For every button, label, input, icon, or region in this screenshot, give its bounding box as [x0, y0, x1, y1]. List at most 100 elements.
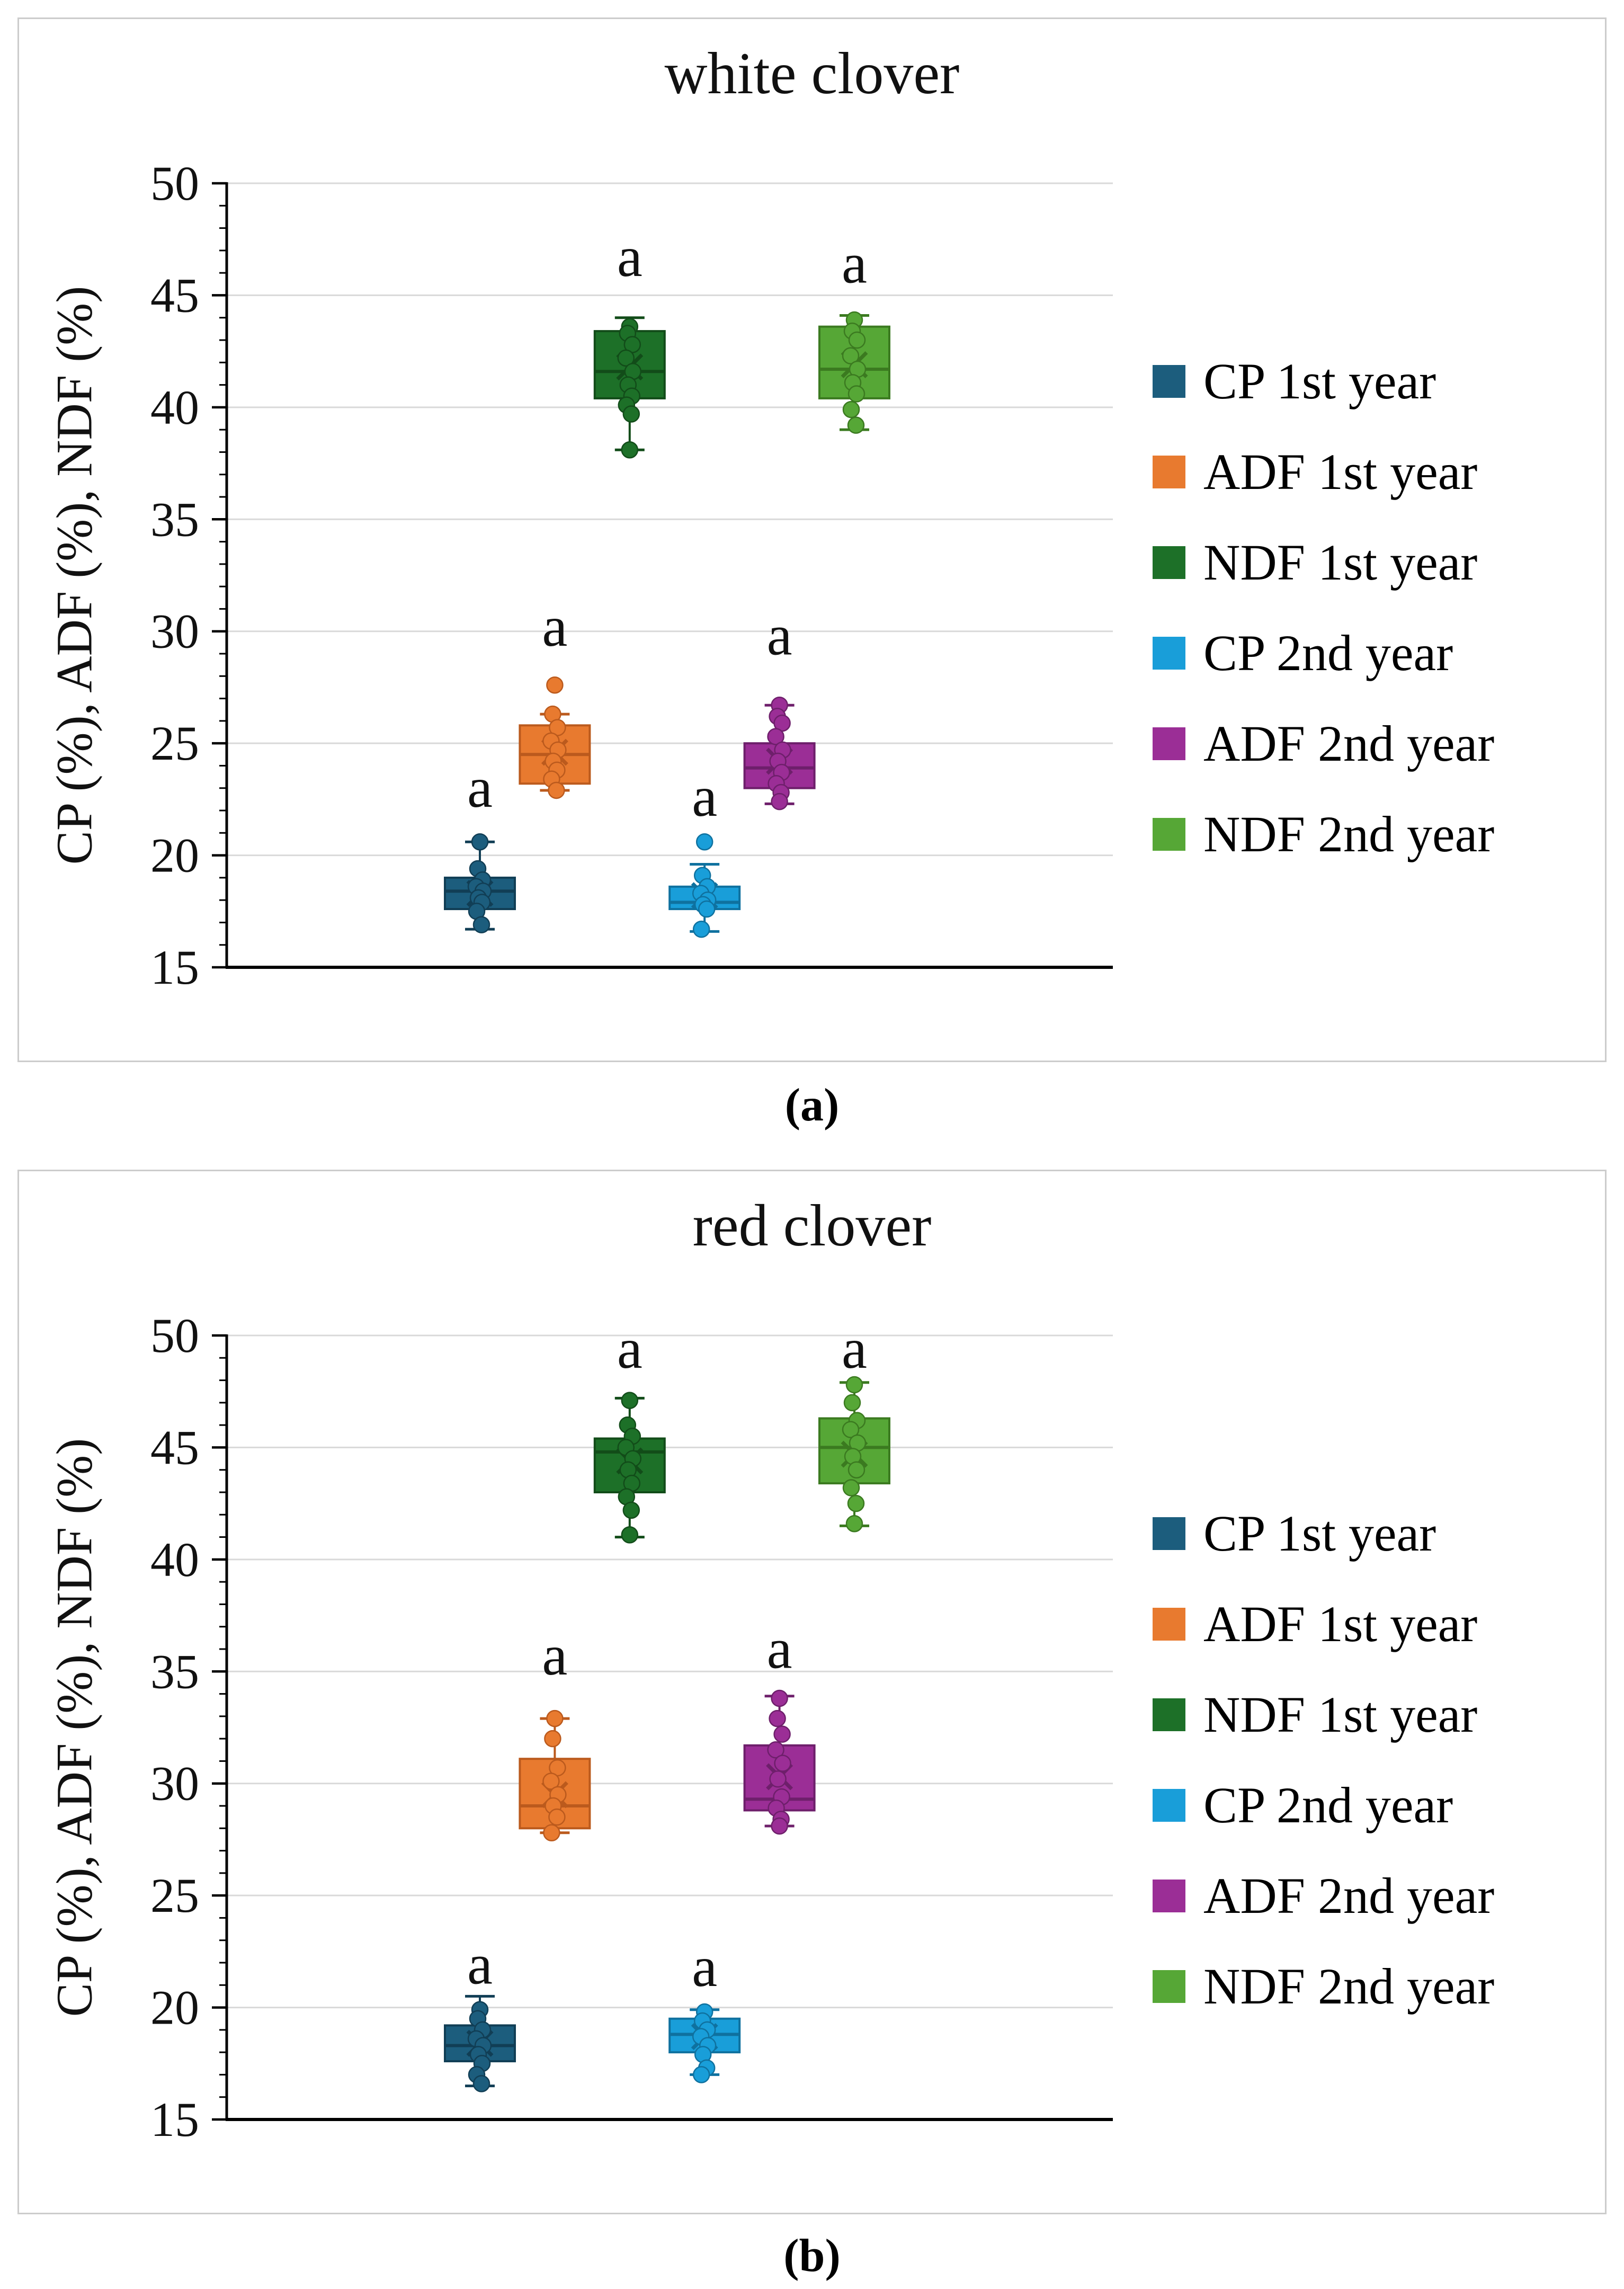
data-point: [845, 1515, 863, 1533]
sig-letter: a: [542, 1624, 567, 1687]
sig-letter: a: [842, 233, 867, 296]
box-adf-1st-year: a: [519, 1624, 591, 1841]
data-point: [548, 1808, 566, 1826]
boxplot-red-clover: 15 20 25 30 35 40 45 50 CP (%), ADF (%), NDF (%)…: [46, 1308, 1113, 2147]
legend-label: NDF 2nd year: [1203, 806, 1495, 862]
caption-b: (b): [783, 2230, 841, 2282]
data-point: [692, 2066, 710, 2083]
data-point: [842, 400, 860, 418]
data-point: [845, 1376, 863, 1394]
data-point: [542, 1773, 560, 1790]
box-cp-1st-year: a: [444, 1934, 516, 2092]
box-cp-2nd-year: a: [668, 765, 741, 938]
legend-label: CP 2nd year: [1203, 1777, 1453, 1833]
sig-letter: a: [542, 595, 567, 658]
sig-letter: a: [467, 1934, 493, 1997]
data-point: [695, 833, 713, 851]
sig-letter: a: [467, 756, 493, 820]
box-cp-1st-year: a: [444, 756, 516, 933]
chart-title-red-clover: red clover: [692, 1193, 932, 1259]
panel-red-clover: 15 20 25 30 35 40 45 50 CP (%), ADF (%), NDF (%)…: [17, 1170, 1607, 2214]
legend-swatch: [1153, 546, 1185, 579]
chart-title-white-clover: white clover: [664, 41, 960, 106]
box-ndf-1st-year: a: [593, 1317, 666, 1544]
box-adf-2nd-year: a: [743, 604, 816, 810]
legend-swatch: [1153, 636, 1185, 670]
data-point: [546, 1709, 564, 1727]
data-point: [548, 781, 565, 799]
sig-letter: a: [767, 604, 792, 667]
legend-item: NDF 2nd year: [1153, 789, 1598, 879]
legend-swatch: [1153, 1788, 1185, 1822]
data-point: [774, 1754, 791, 1772]
y-tick-label-45: 45: [150, 268, 199, 322]
legend-label: CP 2nd year: [1203, 625, 1453, 681]
legend-white-clover: CP 1st year ADF 1st year NDF 1st year CP 2n…: [1153, 336, 1598, 879]
legend-swatch: [1153, 1607, 1185, 1641]
data-point: [773, 1725, 791, 1743]
y-axis-title: CP (%), ADF (%), NDF (%): [46, 1438, 103, 2017]
data-point: [847, 416, 865, 434]
y-tick-label-30: 30: [150, 604, 199, 658]
y-tick-label-15: 15: [150, 940, 199, 994]
data-point: [544, 1730, 561, 1748]
y-tick-label-50: 50: [150, 156, 199, 210]
data-point: [546, 676, 564, 694]
data-point: [622, 1501, 640, 1519]
data-point: [692, 920, 710, 938]
legend-swatch: [1153, 364, 1185, 398]
boxplot-white-clover: 15 20 25 30 35 40 45 50 CP (%), ADF (%), NDF (%)…: [46, 156, 1113, 994]
data-point: [847, 1461, 865, 1479]
legend-label: ADF 1st year: [1203, 1596, 1478, 1652]
y-tick-label-30: 30: [150, 1757, 199, 1811]
data-point: [771, 792, 788, 810]
legend-label: NDF 2nd year: [1203, 1958, 1495, 2015]
y-tick-label-25: 25: [150, 1868, 199, 1922]
legend-item: CP 2nd year: [1153, 1760, 1598, 1850]
data-point: [767, 728, 784, 745]
data-point: [842, 1421, 860, 1438]
sig-letter: a: [767, 1618, 792, 1681]
legend-swatch: [1153, 1517, 1185, 1550]
y-tick-label-40: 40: [150, 380, 199, 434]
legend-label: ADF 2nd year: [1203, 1867, 1495, 1924]
legend-label: ADF 2nd year: [1203, 715, 1495, 772]
data-point: [847, 1494, 865, 1512]
y-tick-label-20: 20: [150, 829, 199, 883]
panel-white-clover: 15 20 25 30 35 40 45 50 CP (%), ADF (%), NDF (%)…: [17, 17, 1607, 1062]
legend-item: CP 1st year: [1153, 1488, 1598, 1579]
legend-item: NDF 2nd year: [1153, 1941, 1598, 2032]
box-cp-2nd-year: a: [668, 1936, 741, 2083]
legend-label: CP 1st year: [1203, 353, 1436, 409]
legend-red-clover: CP 1st year ADF 1st year NDF 1st year CP 2n…: [1153, 1488, 1598, 2032]
data-point: [769, 1709, 786, 1727]
legend-label: NDF 1st year: [1203, 1686, 1478, 1743]
box-adf-1st-year: a: [519, 595, 591, 799]
legend-swatch: [1153, 1698, 1185, 1731]
legend-swatch: [1153, 1879, 1185, 1912]
data-point: [617, 349, 635, 367]
data-point: [622, 405, 640, 423]
y-tick-label-40: 40: [150, 1533, 199, 1587]
legend-item: NDF 1st year: [1153, 517, 1598, 608]
legend-item: NDF 1st year: [1153, 1669, 1598, 1760]
box-ndf-2nd-year: a: [818, 233, 890, 434]
legend-label: NDF 1st year: [1203, 534, 1478, 591]
legend-item: ADF 2nd year: [1153, 1850, 1598, 1941]
data-point: [621, 1526, 639, 1544]
data-point: [847, 385, 865, 403]
data-point: [842, 347, 860, 364]
sig-letter: a: [617, 1317, 643, 1380]
legend-label: ADF 1st year: [1203, 443, 1478, 500]
caption-a: (a): [784, 1080, 840, 1131]
data-point: [842, 1479, 860, 1497]
box-ndf-2nd-year: a: [818, 1317, 890, 1533]
box-adf-2nd-year: a: [743, 1618, 816, 1835]
legend-item: ADF 2nd year: [1153, 698, 1598, 789]
legend-swatch: [1153, 817, 1185, 851]
data-point: [472, 916, 490, 933]
data-point: [769, 1770, 787, 1788]
sig-letter: a: [692, 1936, 717, 1999]
